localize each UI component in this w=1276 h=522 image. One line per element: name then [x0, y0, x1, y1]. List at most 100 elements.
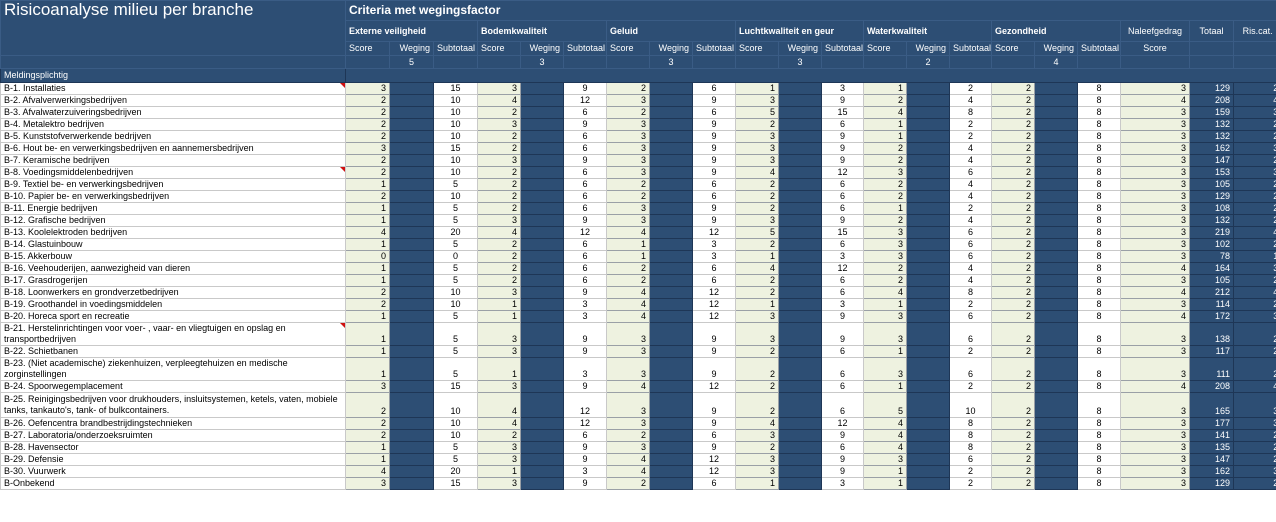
score-cell[interactable]: 2 [991, 465, 1035, 478]
subtotaal-cell[interactable]: 3 [821, 82, 864, 95]
totaal-cell[interactable]: 129 [1189, 190, 1234, 203]
weging-cell[interactable] [520, 453, 564, 466]
subtotaal-cell[interactable]: 8 [1077, 441, 1121, 454]
subtotaal-cell[interactable]: 3 [563, 310, 607, 323]
subtotaal-cell[interactable]: 5 [433, 178, 478, 191]
score-cell[interactable]: 3 [735, 94, 779, 107]
weging-cell[interactable] [649, 262, 693, 275]
weging-cell[interactable] [906, 465, 950, 478]
score-cell[interactable]: 1 [477, 298, 521, 311]
weging-cell[interactable] [649, 286, 693, 299]
subtotaal-cell[interactable]: 9 [692, 154, 736, 167]
weging-cell[interactable] [906, 477, 950, 490]
weging-cell[interactable] [778, 250, 822, 263]
subtotaal-cell[interactable]: 9 [692, 417, 736, 430]
subtotaal-cell[interactable]: 6 [563, 429, 607, 442]
score-cell[interactable]: 4 [735, 417, 779, 430]
score-cell[interactable]: 1 [345, 262, 390, 275]
table-row[interactable]: B-2. Afvalverwerkingsbedrijven 2 10 4 12 3 9 3 9… [0, 94, 1276, 107]
subtotaal-cell[interactable]: 6 [692, 274, 736, 287]
riscat-cell[interactable]: 2 [1232, 298, 1276, 311]
naleefgedrag-cell[interactable]: 3 [1120, 465, 1190, 478]
subtotaal-cell[interactable]: 9 [821, 310, 864, 323]
score-cell[interactable]: 4 [606, 298, 650, 311]
score-cell[interactable]: 2 [991, 178, 1035, 191]
riscat-cell[interactable]: 2 [1232, 477, 1276, 490]
weging-cell[interactable] [906, 380, 950, 393]
totaal-cell[interactable]: 159 [1189, 106, 1234, 119]
table-row[interactable]: B-4. Metalektro bedrijven 2 10 3 9 3 9 2 6 1 2 2 8 3 1… [0, 118, 1276, 131]
branch-name-cell[interactable]: B-29. Defensie [0, 453, 346, 466]
naleefgedrag-cell[interactable]: 3 [1120, 250, 1190, 263]
totaal-cell[interactable]: 111 [1189, 357, 1234, 381]
weging-cell[interactable] [520, 392, 564, 418]
score-cell[interactable]: 2 [991, 202, 1035, 215]
subtotaal-cell[interactable]: 5 [433, 214, 478, 227]
score-cell[interactable]: 2 [345, 417, 390, 430]
score-cell[interactable]: 2 [863, 94, 907, 107]
score-cell[interactable]: 4 [606, 380, 650, 393]
branch-name-cell[interactable]: B-25. Reinigingsbedrijven voor drukhoude… [0, 392, 346, 418]
subtotaal-cell[interactable]: 6 [949, 166, 992, 179]
score-cell[interactable]: 3 [863, 310, 907, 323]
weging-cell[interactable] [1034, 286, 1078, 299]
naleefgedrag-cell[interactable]: 3 [1120, 106, 1190, 119]
subtotaal-cell[interactable]: 6 [821, 286, 864, 299]
weging-cell[interactable] [778, 392, 822, 418]
score-cell[interactable]: 3 [606, 214, 650, 227]
weging-cell[interactable] [649, 392, 693, 418]
subtotaal-cell[interactable]: 15 [433, 477, 478, 490]
score-cell[interactable]: 2 [991, 310, 1035, 323]
subtotaal-cell[interactable]: 12 [821, 262, 864, 275]
table-row[interactable]: B-9. Textiel be- en verwerkingsbedrijven… [0, 178, 1276, 191]
weging-cell[interactable] [778, 417, 822, 430]
weging-cell[interactable] [778, 465, 822, 478]
subtotaal-cell[interactable]: 9 [563, 118, 607, 131]
weging-cell[interactable] [1034, 190, 1078, 203]
subtotaal-cell[interactable]: 8 [1077, 322, 1121, 346]
score-cell[interactable]: 1 [345, 441, 390, 454]
score-cell[interactable]: 1 [477, 357, 521, 381]
subtotaal-cell[interactable]: 8 [1077, 477, 1121, 490]
score-cell[interactable]: 1 [606, 238, 650, 251]
score-cell[interactable]: 2 [477, 429, 521, 442]
naleefgedrag-cell[interactable]: 3 [1120, 477, 1190, 490]
score-cell[interactable]: 3 [863, 357, 907, 381]
totaal-cell[interactable]: 132 [1189, 214, 1234, 227]
weging-cell[interactable] [520, 118, 564, 131]
subtotaal-cell[interactable]: 15 [433, 142, 478, 155]
weging-cell[interactable] [520, 380, 564, 393]
table-row[interactable]: B-27. Laboratoria/onderzoeksruimten 2 10 2 6… [0, 429, 1276, 442]
weging-cell[interactable] [649, 465, 693, 478]
subtotaal-cell[interactable]: 6 [821, 274, 864, 287]
table-row[interactable]: B-8. Voedingsmiddelenbedrijven 2 10 2 6 3 9 4 12… [0, 166, 1276, 179]
score-cell[interactable]: 1 [863, 465, 907, 478]
totaal-cell[interactable]: 129 [1189, 477, 1234, 490]
totaal-cell[interactable]: 138 [1189, 322, 1234, 346]
weging-cell[interactable] [649, 310, 693, 323]
weging-cell[interactable] [649, 345, 693, 358]
score-cell[interactable]: 2 [477, 202, 521, 215]
naleefgedrag-cell[interactable]: 3 [1120, 238, 1190, 251]
table-row[interactable]: B-12. Grafische bedrijven 1 5 3 9 3 9 3 9 2 4 2 8 3 13… [0, 214, 1276, 227]
subtotaal-cell[interactable]: 8 [949, 417, 992, 430]
weging-cell[interactable] [649, 106, 693, 119]
weging-cell[interactable] [1034, 94, 1078, 107]
score-cell[interactable]: 3 [606, 345, 650, 358]
subtotaal-cell[interactable]: 6 [949, 453, 992, 466]
score-cell[interactable]: 4 [735, 166, 779, 179]
score-cell[interactable]: 3 [735, 322, 779, 346]
subtotaal-cell[interactable]: 2 [949, 82, 992, 95]
score-cell[interactable]: 2 [991, 262, 1035, 275]
score-cell[interactable]: 4 [477, 417, 521, 430]
score-cell[interactable]: 3 [477, 441, 521, 454]
subtotaal-cell[interactable]: 10 [433, 130, 478, 143]
table-row[interactable]: B-Onbekend315392613122831292 [0, 477, 1276, 490]
subtotaal-cell[interactable]: 6 [563, 250, 607, 263]
table-row[interactable]: B-19. Groothandel in voedingsmiddelen 2 10… [0, 298, 1276, 311]
subtotaal-cell[interactable]: 9 [563, 453, 607, 466]
branch-name-cell[interactable]: B-6. Hout be- en verwerkingsbedrijven en… [0, 142, 346, 155]
weging-cell[interactable] [389, 322, 434, 346]
subtotaal-cell[interactable]: 6 [692, 190, 736, 203]
subtotaal-cell[interactable]: 2 [949, 118, 992, 131]
